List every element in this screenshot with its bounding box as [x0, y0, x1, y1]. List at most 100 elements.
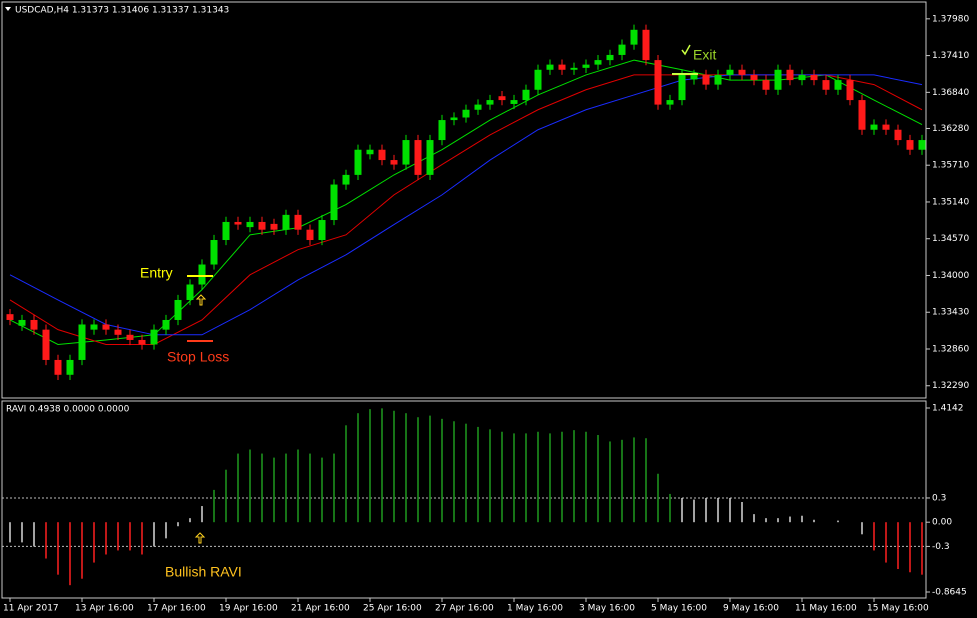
candle-body	[294, 214, 302, 230]
candle-body	[690, 74, 698, 80]
candle-body	[870, 124, 878, 130]
candle-body	[762, 80, 770, 90]
candle-body	[186, 284, 194, 300]
y-tick-label: 1.37410	[932, 51, 969, 61]
candle-body	[306, 229, 314, 241]
y-tick-label: 1.33430	[932, 308, 969, 318]
y-tick-label: 1.35710	[932, 161, 969, 171]
candle-body	[822, 80, 830, 90]
indicator-title: RAVI 0.4938 0.0000 0.0000	[6, 405, 130, 415]
y-tick-label: -0.8645	[932, 588, 967, 598]
menu-arrow[interactable]	[5, 7, 11, 11]
candle-body	[438, 120, 446, 141]
candle-body	[330, 184, 338, 221]
candle-body	[18, 319, 26, 326]
candle-body	[414, 140, 422, 175]
y-tick-label: 0.00	[932, 518, 952, 528]
candle-body	[114, 329, 122, 335]
x-tick-label: 11 Apr 2017	[3, 604, 59, 614]
candle-body	[402, 140, 410, 165]
candle-body	[426, 140, 434, 175]
candle-body	[390, 160, 398, 165]
candle-body	[162, 319, 170, 330]
candle-body	[342, 174, 350, 185]
annotation: Bullish RAVI	[165, 564, 242, 580]
candle-body	[102, 324, 110, 330]
candle-body	[618, 44, 626, 55]
candle-body	[270, 223, 278, 230]
candle-body	[642, 29, 650, 61]
candle-body	[546, 64, 554, 70]
candle-body	[834, 80, 842, 90]
y-tick-label: 1.4142	[932, 403, 964, 413]
y-tick-label: 1.35140	[932, 197, 969, 207]
y-tick-label: 1.34000	[932, 271, 969, 281]
candle-body	[258, 221, 266, 230]
candle-body	[366, 149, 374, 155]
y-tick-label: 0.3	[932, 493, 946, 503]
candle-body	[462, 109, 470, 118]
candle-body	[594, 60, 602, 65]
candle-body	[654, 60, 662, 105]
candle-body	[702, 74, 710, 85]
candle-body	[174, 299, 182, 320]
candle-body	[558, 64, 566, 70]
x-tick-label: 17 Apr 16:00	[147, 604, 206, 614]
ravi-panel	[1, 400, 927, 599]
candle-body	[726, 69, 734, 75]
candle-body	[6, 314, 14, 320]
arrow-icon	[194, 532, 206, 544]
candle-body	[138, 339, 146, 345]
candle-body	[894, 129, 902, 141]
candle-body	[498, 96, 506, 101]
candle-body	[90, 324, 98, 330]
candle-body	[318, 220, 326, 241]
moving-average	[9, 74, 923, 336]
candle-body	[510, 100, 518, 104]
price-panel	[1, 1, 927, 399]
candle-body	[906, 140, 914, 150]
candle-body	[666, 100, 674, 105]
candle-body	[750, 74, 758, 81]
candle-body	[606, 54, 614, 61]
candle-body	[882, 124, 890, 130]
y-tick-label: 1.36840	[932, 88, 969, 98]
candle-body	[738, 69, 746, 75]
x-tick-label: 21 Apr 16:00	[291, 604, 350, 614]
annotation: Stop Loss	[167, 349, 229, 365]
candle-body	[810, 74, 818, 81]
candle-body	[450, 117, 458, 121]
candle-body	[522, 89, 530, 101]
candle-body	[126, 334, 134, 340]
candle-body	[534, 69, 542, 90]
candle-body	[282, 214, 290, 230]
candle-body	[42, 329, 50, 360]
candle-body	[30, 319, 38, 330]
candle-body	[54, 359, 62, 375]
y-tick-label: 1.36280	[932, 124, 969, 134]
candle-body	[570, 67, 578, 70]
candle-body	[222, 221, 230, 241]
candle-body	[918, 140, 926, 150]
candle-body	[678, 74, 686, 101]
candle-body	[150, 329, 158, 345]
candle-body	[378, 149, 386, 161]
y-tick-label: 1.32290	[932, 381, 969, 391]
x-tick-label: 3 May 16:00	[579, 604, 635, 614]
candle-body	[66, 359, 74, 375]
annotation: Entry	[140, 265, 173, 281]
arrow-icon	[195, 294, 207, 306]
x-tick-label: 5 May 16:00	[651, 604, 707, 614]
check-icon	[681, 44, 691, 56]
candle-body	[582, 64, 590, 68]
x-tick-label: 1 May 16:00	[507, 604, 563, 614]
candle-body	[234, 221, 242, 225]
x-tick-label: 13 Apr 16:00	[75, 604, 134, 614]
y-tick-label: -0.3	[932, 542, 950, 552]
candle-body	[198, 264, 206, 285]
candle-body	[858, 100, 866, 130]
plot: 1.37980 1.37410 1.36840 1.36280 1.35710 1.351…	[2, 14, 969, 614]
annotation: Exit	[693, 47, 716, 63]
x-tick-label: 25 Apr 16:00	[363, 604, 422, 614]
